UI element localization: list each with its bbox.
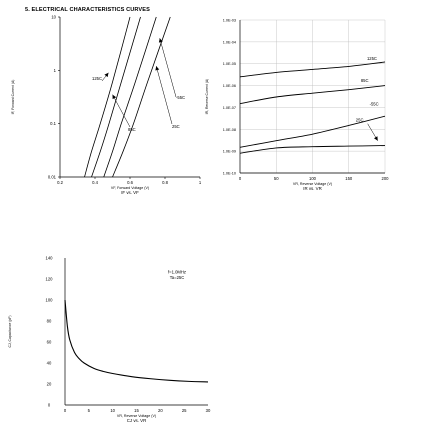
chart-if-vs-vf: 0.2 0.4 0.6 0.8 1 0.01 0.1 1 10 VF, Forward Volta… — [11, 15, 202, 196]
x-tick-label: 25 — [182, 408, 187, 413]
y-tick-label: 80 — [47, 319, 52, 324]
x-tick-label: 5 — [88, 408, 91, 413]
annotation-label: 25C — [172, 124, 180, 129]
x-axis-label: VR, Reverse Voltage (V) — [117, 414, 156, 418]
x-axis-label: VF, Forward Voltage (V) — [111, 186, 149, 190]
annotation-arrow — [104, 72, 109, 78]
x-tick-label: 50 — [274, 176, 279, 181]
y-tick-label: 1.0E-09 — [223, 150, 236, 154]
x-tick-label: 150 — [345, 176, 353, 181]
annotation-arrow — [158, 38, 163, 43]
annotation-leader — [112, 94, 131, 128]
y-tick-label: 1.0E-03 — [223, 19, 236, 23]
annotation-label: 85C — [361, 78, 369, 83]
chart-caption: CJ vs. VR — [127, 418, 147, 423]
y-tick-label: 1.0E-10 — [223, 172, 236, 176]
chart-ir-vs-vr: 0 50 100 150 200 1.0E-10 1.0E-09 1.0E-08 1.0E-07… — [205, 19, 389, 192]
chart-caption: IR vs. VR — [303, 186, 322, 191]
y-tick-label: 0.1 — [50, 121, 56, 126]
y-tick-label: 1.0E-04 — [223, 40, 236, 44]
x-tick-label: 100 — [309, 176, 317, 181]
y-tick-label: 0.01 — [48, 175, 57, 180]
x-tick-label: 30 — [206, 408, 211, 413]
annotation-label: 25C — [356, 118, 364, 123]
y-tick-label: 0 — [48, 403, 51, 408]
y-axis-label: IR, Reverse Current (A) — [205, 79, 209, 115]
y-axis-label: CJ, Capacitance (pF) — [8, 315, 12, 347]
annotation-label: Ta=25C — [170, 275, 185, 280]
y-tick-label: 10 — [51, 15, 56, 20]
annotation-leader — [159, 38, 177, 98]
x-tick-label: 1 — [199, 180, 202, 185]
y-tick-label: 100 — [46, 298, 54, 303]
x-tick-label: 200 — [382, 176, 390, 181]
y-tick-label: 1.0E-07 — [223, 106, 236, 110]
x-tick-label: 0.2 — [57, 180, 63, 185]
series-line-4 — [239, 145, 386, 154]
annotation-label: 85C — [128, 127, 136, 132]
y-tick-label: 140 — [46, 256, 54, 261]
y-tick-label: 40 — [47, 361, 52, 366]
chart-cj-vs-vr: 0 5 10 15 20 25 30 0 20 40 60 80 100 120 140 VR, Revers… — [8, 256, 211, 424]
x-axis-label: VR, Reverse Voltage (V) — [293, 182, 332, 186]
y-tick-label: 1 — [54, 68, 57, 73]
series-line-3 — [103, 16, 157, 178]
annotation-label: -55C — [176, 95, 185, 100]
x-tick-label: 20 — [158, 408, 163, 413]
annotation-label: f=1.0MHz — [168, 270, 186, 275]
series-line-1 — [64, 299, 209, 383]
x-tick-label: 0.6 — [127, 180, 133, 185]
annotation-label: -55C — [370, 102, 379, 107]
series-line-2 — [239, 85, 386, 105]
y-tick-label: 1.0E-05 — [223, 62, 236, 66]
x-tick-label: 0.4 — [92, 180, 98, 185]
x-tick-label: 15 — [134, 408, 139, 413]
annotation-arrow — [155, 66, 160, 71]
annotation-label: 125C — [367, 56, 377, 61]
series-line-1 — [239, 61, 386, 78]
y-tick-label: 1.0E-08 — [223, 128, 236, 132]
x-tick-label: 0.8 — [162, 180, 168, 185]
page-title: 5. ELECTRICAL CHARACTERISTICS CURVES — [25, 7, 150, 13]
annotation-arrow — [373, 136, 378, 141]
series-line-2 — [91, 16, 141, 178]
series-line-3 — [239, 115, 386, 148]
annotation-label: 125C — [92, 76, 102, 81]
y-tick-label: 20 — [47, 382, 52, 387]
series-line-4 — [112, 16, 171, 178]
annotation-leader — [156, 66, 173, 125]
y-axis-label: IF, Forward Current (A) — [11, 80, 15, 115]
x-tick-label: 0 — [239, 176, 242, 181]
series-line-1 — [84, 16, 131, 178]
y-tick-label: 1.0E-06 — [223, 84, 236, 88]
x-tick-label: 10 — [110, 408, 115, 413]
chart-caption: IF vs. VF — [121, 190, 139, 195]
y-tick-label: 120 — [46, 277, 54, 282]
y-tick-label: 60 — [47, 340, 52, 345]
x-tick-label: 0 — [64, 408, 67, 413]
annotation-arrow — [112, 94, 117, 100]
